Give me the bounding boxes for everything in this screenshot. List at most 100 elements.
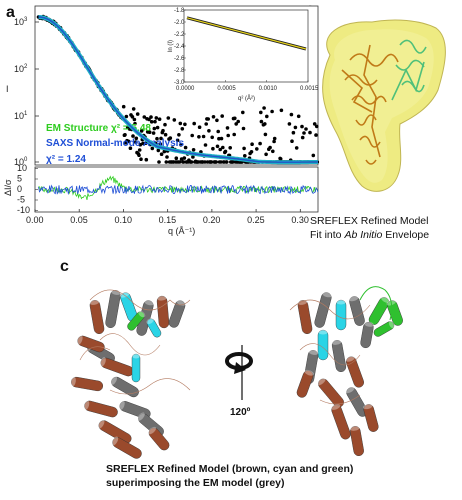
legend-saxs: SAXS Normal-mode Analysis: [46, 138, 184, 149]
model-left: [70, 289, 191, 459]
data-point: [250, 142, 254, 146]
data-point: [156, 148, 161, 153]
helix-cylinder: [330, 404, 351, 440]
data-point: [209, 160, 214, 164]
inset-y-tick: -2.0: [174, 20, 185, 26]
helix-cylinder: [70, 376, 104, 392]
right-loops: [289, 299, 371, 405]
data-point: [225, 126, 230, 130]
data-point: [150, 146, 155, 151]
data-point: [271, 149, 275, 154]
data-point: [294, 146, 299, 150]
data-point: [126, 139, 131, 144]
helix-cylinder: [317, 377, 344, 408]
panel-c-caption: SREFLEX Refined Model (brown, cyan and g…: [106, 462, 353, 490]
helix-cylinder: [317, 329, 329, 361]
helix-cylinder: [147, 426, 170, 451]
data-point: [304, 127, 308, 131]
data-point: [181, 160, 186, 164]
data-point: [270, 109, 274, 114]
data-point: [220, 114, 224, 118]
data-point: [124, 114, 129, 119]
data-point: [182, 156, 187, 160]
data-point: [226, 133, 230, 138]
y-tick-100: 102: [14, 64, 28, 74]
x-tick-label: 0.25: [247, 215, 265, 225]
helix-cylinder: [131, 353, 141, 383]
helix-cylinder: [156, 295, 170, 329]
inset-fit-line: [186, 17, 307, 50]
data-point: [168, 136, 173, 140]
data-point: [189, 160, 194, 164]
data-point: [175, 138, 180, 143]
y-tick-1: 100: [14, 157, 28, 167]
inset-y-label: ln (I): [168, 40, 174, 52]
data-point: [137, 148, 142, 152]
data-point: [216, 129, 220, 134]
helix-cylinder: [296, 369, 314, 398]
data-point: [314, 124, 319, 129]
res-tick-label: -10: [17, 205, 30, 215]
data-point: [161, 128, 165, 133]
x-tick-label: 0.15: [159, 215, 177, 225]
data-point: [143, 141, 148, 145]
data-point: [174, 156, 179, 160]
res-tick-label: 10: [17, 163, 27, 173]
data-point: [207, 129, 211, 133]
helix-cylinder: [363, 403, 379, 432]
data-point: [147, 130, 152, 134]
legend-em: EM Structure χ² = 5.48: [46, 123, 151, 134]
data-point: [214, 160, 218, 164]
helix-cylinder: [146, 318, 162, 338]
inset-y-tick: -2.6: [174, 56, 185, 62]
data-point: [221, 145, 225, 150]
data-point: [152, 126, 157, 131]
data-point: [278, 157, 283, 161]
residuals-em-line: [38, 175, 319, 201]
envelope-image: [322, 19, 446, 192]
data-point: [133, 140, 138, 144]
data-point: [263, 122, 267, 126]
helix-cylinder: [297, 299, 313, 335]
x-tick-label: 0.05: [70, 215, 88, 225]
helix-cylinder: [360, 321, 374, 349]
data-point: [178, 121, 183, 126]
data-point: [291, 130, 296, 135]
data-point: [206, 117, 210, 121]
panel-c-caption-line1: SREFLEX Refined Model (brown, cyan and g…: [106, 463, 354, 475]
helix-cylinder: [97, 419, 132, 444]
res-tick-label: 0: [17, 184, 22, 194]
data-point: [138, 142, 143, 147]
data-point: [183, 122, 187, 127]
right-green-loops: [359, 286, 393, 321]
data-point: [262, 106, 266, 110]
data-point: [135, 112, 140, 116]
panel-c-caption-line2: superimposing the EM model (grey): [106, 477, 285, 489]
data-point: [137, 153, 141, 157]
data-point: [164, 160, 169, 164]
data-point: [242, 146, 246, 151]
caption-prefix: Fit into: [310, 229, 345, 241]
data-point: [314, 133, 318, 137]
inset-x-tick: 0.0000: [176, 86, 195, 92]
data-point: [139, 129, 144, 133]
helix-cylinder: [331, 339, 347, 373]
helix-cylinder: [345, 355, 364, 388]
data-point: [254, 147, 259, 151]
x-axis-label: q (Å⁻¹): [168, 226, 195, 236]
x-tick-label: 0.00: [26, 215, 44, 225]
helix-cylinder: [89, 299, 105, 335]
x-tick-label: 0.30: [291, 215, 309, 225]
data-point: [211, 146, 215, 151]
data-point: [243, 154, 247, 158]
data-point: [218, 147, 222, 152]
inset-y-tick: -1.8: [174, 8, 185, 14]
data-point: [204, 122, 208, 126]
data-point: [311, 153, 316, 158]
panel-b-caption-line2: Fit into Ab Initio Envelope: [310, 228, 429, 242]
data-point: [290, 139, 294, 143]
data-point: [177, 133, 181, 137]
data-point: [179, 157, 184, 161]
inset-x-tick: 0.0015: [300, 86, 319, 92]
res-tick-label: 5: [17, 174, 22, 184]
